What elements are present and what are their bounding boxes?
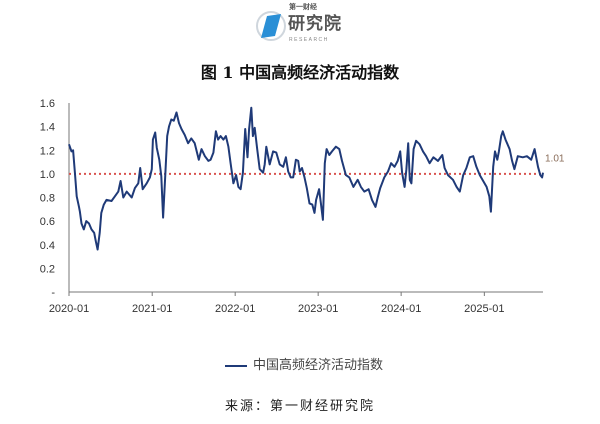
line-chart: - 0.2 0.4 0.6 0.8 1.0 1.2 1.4 1.6 2020-01 2021-01…	[40, 98, 565, 315]
logo-text-main: 研究院	[288, 14, 342, 33]
y-tick-label: 1.0	[40, 169, 55, 181]
x-tick-label: 2021-01	[132, 303, 172, 315]
x-tick-label: 2023-01	[298, 303, 338, 315]
series-line	[68, 106, 544, 251]
y-tick-label: 1.6	[40, 98, 55, 110]
y-tick-label: -	[51, 287, 55, 299]
chart-title: 图 1 中国高频经济活动指数	[200, 63, 400, 82]
legend-label: 中国高频经济活动指数	[253, 358, 384, 373]
x-tick-label: 2024-01	[381, 303, 421, 315]
logo-emblem-icon	[256, 11, 286, 41]
logo: 第一财经 研究院 RESEARCH	[255, 4, 375, 50]
legend: 中国高频经济活动指数	[225, 357, 383, 375]
y-tick-label: 0.4	[40, 240, 55, 252]
legend-swatch	[225, 365, 247, 367]
y-axis: - 0.2 0.4 0.6 0.8 1.0 1.2 1.4 1.6	[40, 98, 70, 299]
last-value-label: 1.01	[545, 154, 565, 165]
y-tick-label: 1.4	[40, 122, 55, 134]
y-tick-label: 0.8	[40, 193, 55, 205]
x-tick-label: 2020-01	[49, 303, 89, 315]
x-tick-label: 2022-01	[215, 303, 255, 315]
source-note: 来源：第一财经研究院	[224, 399, 375, 414]
y-tick-label: 0.2	[40, 263, 55, 275]
logo-text-sub: RESEARCH	[289, 37, 329, 43]
x-axis: 2020-01 2021-01 2022-01 2023-01 2024-01 2025-…	[49, 291, 543, 315]
y-tick-label: 1.2	[40, 145, 55, 157]
x-tick-label: 2025-01	[464, 303, 504, 315]
logo-text-top: 第一财经	[289, 4, 317, 11]
y-tick-label: 0.6	[40, 216, 55, 228]
